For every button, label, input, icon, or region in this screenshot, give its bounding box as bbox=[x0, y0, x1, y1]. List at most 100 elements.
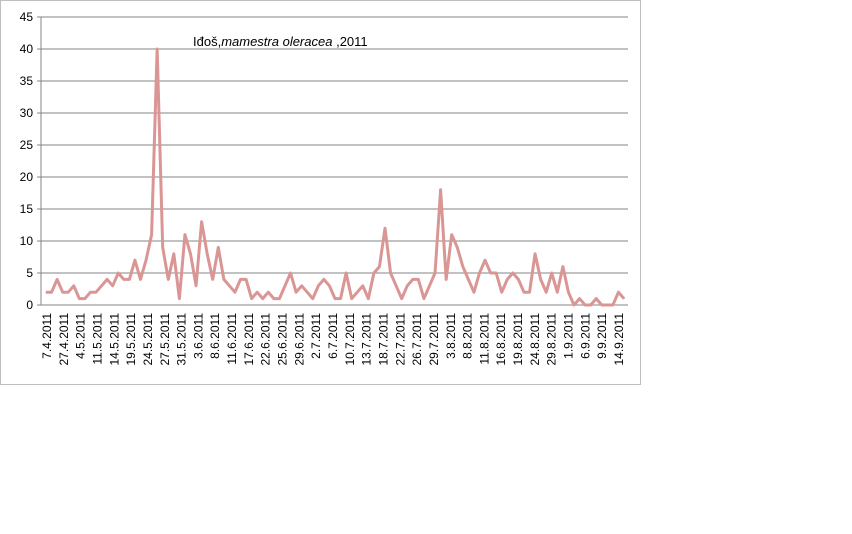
chart-area: 0 5 10 15 20 25 30 35 40 45 7.4.2011 27.4.2011 4.5.… bbox=[0, 0, 641, 385]
data-point bbox=[201, 221, 203, 223]
x-tick-label: 6.9.2011 bbox=[578, 313, 592, 359]
x-tick-label: 9.9.2011 bbox=[595, 313, 609, 359]
data-point bbox=[234, 291, 236, 293]
y-axis: 0 5 10 15 20 25 30 35 40 45 bbox=[20, 10, 42, 312]
data-point bbox=[212, 278, 214, 280]
x-tick-label: 8.8.2011 bbox=[461, 313, 475, 359]
data-point bbox=[317, 285, 319, 287]
y-tick-label: 0 bbox=[26, 298, 33, 312]
data-point bbox=[334, 298, 336, 300]
data-point bbox=[150, 234, 153, 236]
data-point bbox=[540, 278, 542, 280]
x-tick-label: 27.5.2011 bbox=[158, 313, 172, 366]
chart-title-italic: mamestra oleracea bbox=[221, 34, 332, 49]
data-point bbox=[173, 253, 175, 255]
data-point bbox=[128, 278, 130, 280]
x-tick-label: 29.6.2011 bbox=[292, 313, 306, 366]
x-tick-label: 22.6.2011 bbox=[259, 313, 273, 366]
data-point bbox=[301, 285, 303, 287]
y-tick-label: 40 bbox=[20, 42, 34, 56]
x-tick-label: 14.9.2011 bbox=[612, 313, 626, 366]
data-point bbox=[223, 278, 225, 280]
data-point bbox=[412, 278, 414, 280]
chart-title-tail: ,2011 bbox=[332, 34, 367, 49]
data-point bbox=[384, 227, 386, 229]
data-point bbox=[117, 272, 119, 274]
data-point bbox=[523, 291, 525, 293]
data-point bbox=[78, 298, 80, 300]
data-point bbox=[139, 278, 142, 280]
x-tick-label: 27.4.2011 bbox=[57, 313, 71, 366]
data-point bbox=[495, 272, 497, 274]
data-point bbox=[406, 285, 408, 287]
data-point bbox=[295, 291, 297, 293]
x-tick-label: 3.6.2011 bbox=[191, 313, 205, 359]
x-tick-label: 17.6.2011 bbox=[242, 313, 256, 366]
data-point bbox=[123, 278, 125, 280]
data-point bbox=[567, 291, 570, 293]
data-point bbox=[528, 291, 531, 293]
gridlines bbox=[41, 16, 628, 306]
data-point bbox=[573, 304, 575, 306]
y-tick-label: 30 bbox=[20, 106, 34, 120]
data-point bbox=[162, 246, 164, 248]
data-point bbox=[478, 272, 481, 274]
data-point bbox=[106, 278, 108, 280]
data-point bbox=[623, 298, 625, 300]
data-point bbox=[62, 291, 64, 293]
data-point bbox=[267, 291, 269, 293]
data-point bbox=[312, 298, 314, 300]
x-tick-label: 29.7.2011 bbox=[427, 313, 441, 366]
data-point bbox=[167, 278, 169, 280]
x-tick-label: 11.8.2011 bbox=[477, 313, 491, 365]
data-point bbox=[145, 259, 147, 261]
data-point bbox=[401, 298, 403, 300]
x-tick-label: 19.8.2011 bbox=[511, 313, 525, 366]
x-tick-label: 19.5.2011 bbox=[124, 313, 138, 366]
data-point bbox=[245, 278, 247, 280]
chart-title: Iđoš,mamestra oleracea ,2011 bbox=[193, 34, 368, 49]
data-point bbox=[339, 298, 342, 300]
y-tick-label: 25 bbox=[20, 138, 34, 152]
data-point bbox=[278, 298, 281, 300]
x-tick-label: 3.8.2011 bbox=[444, 313, 458, 359]
data-point bbox=[562, 266, 564, 268]
data-point bbox=[89, 291, 92, 293]
data-point bbox=[362, 285, 364, 287]
data-point bbox=[323, 278, 325, 280]
x-tick-label: 8.6.2011 bbox=[208, 313, 222, 359]
x-axis: 7.4.2011 27.4.2011 4.5.2011 11.5.2011 14.5.2… bbox=[40, 313, 626, 366]
data-point bbox=[251, 298, 253, 300]
x-tick-label: 24.5.2011 bbox=[141, 313, 155, 366]
data-point bbox=[595, 298, 597, 300]
chart-title-plain: Iđoš, bbox=[193, 34, 221, 49]
x-tick-label: 6.7.2011 bbox=[326, 313, 340, 359]
data-point bbox=[373, 272, 375, 274]
line-chart: 0 5 10 15 20 25 30 35 40 45 7.4.2011 27.4.2011 4.5.… bbox=[20, 10, 628, 366]
data-point bbox=[506, 278, 508, 280]
data-point bbox=[134, 259, 136, 261]
data-point bbox=[512, 272, 514, 274]
data-point bbox=[423, 298, 425, 300]
data-point bbox=[428, 285, 431, 287]
data-point bbox=[590, 304, 592, 306]
x-tick-label: 16.8.2011 bbox=[494, 313, 508, 366]
data-point bbox=[417, 278, 419, 280]
y-tick-label: 20 bbox=[20, 170, 34, 184]
y-tick-label: 10 bbox=[20, 234, 34, 248]
data-point bbox=[284, 285, 286, 287]
x-tick-label: 22.7.2011 bbox=[393, 313, 407, 366]
data-point bbox=[45, 291, 47, 293]
data-point bbox=[262, 298, 264, 300]
data-point bbox=[239, 278, 242, 280]
data-point bbox=[434, 272, 436, 274]
data-point bbox=[556, 291, 558, 293]
x-tick-label: 31.5.2011 bbox=[175, 313, 189, 366]
data-point bbox=[95, 291, 97, 293]
data-point bbox=[256, 291, 258, 293]
data-point bbox=[73, 285, 75, 287]
data-point bbox=[328, 285, 331, 287]
data-point bbox=[601, 304, 603, 306]
y-tick-label: 15 bbox=[20, 202, 34, 216]
x-tick-label: 14.5.2011 bbox=[107, 313, 121, 366]
